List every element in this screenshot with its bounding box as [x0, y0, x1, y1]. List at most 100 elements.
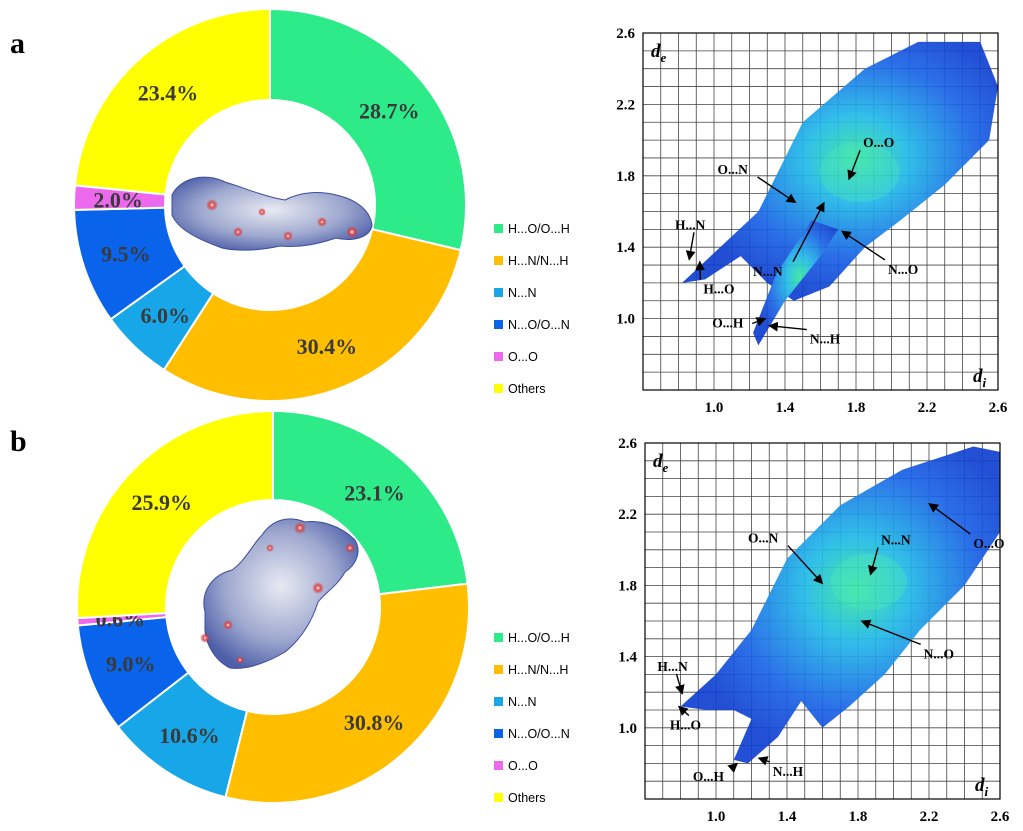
x-tick-label: 1.8: [847, 400, 866, 416]
x-tick-label: 2.2: [918, 400, 937, 416]
annotation-arrow: [787, 545, 824, 585]
legend-swatch: [494, 352, 503, 361]
x-axis-label: di: [973, 366, 987, 390]
annotation-arrow: [928, 502, 971, 535]
annotation-label: N...O: [888, 262, 918, 277]
fingerprint-plot-b: 1.0 1.4 1.8 2.2 2.6 1.0 1.4 1.8 2.2 2.6 de di O...N N…: [618, 436, 1010, 825]
legend-entry: Others: [508, 382, 546, 396]
annotation-label: O...N: [718, 162, 749, 177]
slice-label: 30.4%: [297, 334, 358, 359]
annotation-arrow: [860, 619, 921, 646]
annotation-arrow: [847, 149, 861, 181]
annotation-arrow: [757, 176, 797, 204]
annotation-arrow: [677, 705, 690, 717]
annotation-label: N...H: [810, 332, 841, 347]
annotation-label: H...O: [670, 718, 701, 733]
annotation-arrow: [727, 762, 739, 773]
plot-frame: [642, 32, 999, 391]
y-tick-label: 2.6: [618, 436, 637, 452]
donut-slice-others: [76, 409, 274, 620]
panel-b: b 23.1%30.8%10.6%9.0%0.6%25.9% H...O/O..…: [10, 409, 1010, 825]
legend-b: H...O/O...H H...N/N...H N...N N...O/O...N O.…: [494, 631, 570, 805]
annotation-label: H...O: [703, 282, 734, 297]
legend-entry: Others: [508, 791, 546, 805]
donut-slice-h-o-o-h: [272, 409, 469, 596]
legend-entry: O...O: [508, 759, 538, 773]
fingerprint-region: [753, 220, 839, 346]
fingerprint-region: [680, 446, 1000, 764]
legend-entry: O...O: [508, 350, 538, 364]
legend-swatch: [494, 665, 503, 674]
panel-label-b: b: [10, 425, 27, 458]
x-axis-label: di: [975, 775, 989, 799]
donut-slice-others: [73, 7, 271, 196]
legend-swatch: [494, 384, 503, 393]
annotation-arrow: [840, 230, 886, 261]
legend-swatch: [494, 761, 503, 770]
y-tick-label: 1.4: [618, 650, 637, 666]
annotation-label: N...H: [773, 764, 804, 779]
donut-chart-a: 28.7%30.4%6.0%9.5%2.0%23.4%: [73, 7, 467, 402]
y-tick-label: 1.0: [618, 721, 637, 737]
annotation-label: O...O: [973, 536, 1004, 551]
slice-label: 25.9%: [132, 490, 193, 515]
legend-swatch: [494, 320, 503, 329]
panel-a: a 28.7%30.4%6.0%9.5%2.0%23.4% H...O/O...…: [10, 7, 1008, 416]
y-tick-label: 1.0: [616, 312, 635, 328]
legend-swatch: [494, 729, 503, 738]
annotation-label: H...N: [657, 659, 688, 674]
annotation-label: N...N: [753, 264, 783, 279]
x-tick-label: 2.2: [920, 809, 939, 825]
annotation-label: O...N: [748, 531, 779, 546]
x-tick-label: 1.4: [776, 400, 795, 416]
annotation-label: O...O: [863, 135, 894, 150]
legend-swatch: [494, 697, 503, 706]
annotation-label: H...N: [675, 217, 706, 232]
annotation-arrow: [868, 547, 879, 576]
point-cloud: [682, 41, 998, 346]
legend-entry: N...O/O...N: [508, 318, 570, 332]
donut-slice-h-n-n-h: [162, 227, 462, 402]
legend-entry: H...N/N...H: [508, 663, 568, 677]
annotation-label: N...N: [881, 532, 911, 547]
slice-label: 6.0%: [141, 303, 191, 328]
slice-label: 9.0%: [106, 651, 156, 676]
plot-frame: [644, 442, 1001, 800]
x-tick-label: 2.6: [989, 400, 1008, 416]
y-axis-label: de: [651, 41, 667, 65]
legend-entry: N...O/O...N: [508, 727, 570, 741]
annotation-label: N...O: [924, 646, 954, 661]
slice-label: 23.4%: [138, 80, 199, 105]
density-core: [830, 553, 907, 610]
annotation-arrow: [757, 756, 771, 766]
slice-label: 10.6%: [159, 723, 220, 748]
x-tick-label: 1.0: [705, 400, 724, 416]
y-tick-label: 2.2: [616, 97, 635, 113]
point-cloud: [680, 446, 1000, 764]
annotation-arrow: [751, 317, 767, 327]
legend-entry: H...O/O...H: [508, 222, 570, 236]
density-core: [819, 142, 900, 203]
fingerprint-region: [682, 41, 998, 301]
annotation-arrow: [695, 260, 705, 280]
x-tick-label: 1.4: [778, 809, 797, 825]
legend-swatch: [494, 633, 503, 642]
hirshfeld-surface-b: [200, 518, 359, 669]
panel-label-a: a: [10, 27, 25, 60]
annotation-arrow: [685, 232, 696, 261]
donut-slice-h-n-n-h: [224, 582, 470, 804]
y-tick-label: 2.2: [618, 507, 637, 523]
fingerprint-plot-a: 1.0 1.4 1.8 2.2 2.6 1.0 1.4 1.8 2.2 2.6 de di O...O O…: [616, 26, 1008, 416]
y-tick-label: 1.4: [616, 240, 635, 256]
legend-swatch: [494, 288, 503, 297]
x-tick-label: 1.8: [849, 809, 868, 825]
hirshfeld-surface-a: [171, 176, 373, 251]
legend-entry: H...O/O...H: [508, 631, 570, 645]
slice-label: 28.7%: [359, 99, 420, 124]
annotation-label: O...H: [712, 316, 744, 331]
annotation-label: O...H: [693, 769, 725, 784]
x-tick-label: 1.0: [707, 809, 726, 825]
annotation-arrow: [792, 201, 825, 263]
slice-label: 9.5%: [101, 241, 151, 266]
